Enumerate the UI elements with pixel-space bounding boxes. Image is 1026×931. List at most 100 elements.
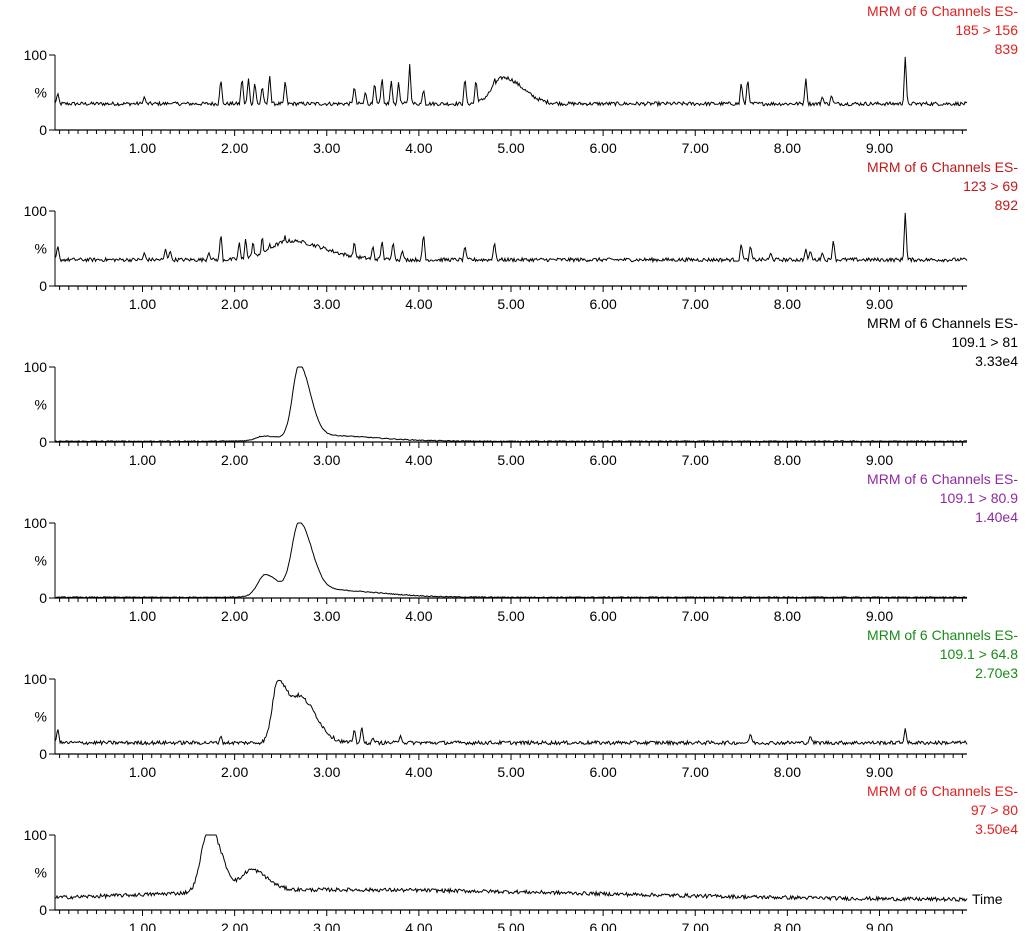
x-tick-label: 4.00 [405,452,432,468]
y-tick-label: 0 [39,746,47,762]
x-tick-label: 7.00 [682,920,709,931]
x-tick-label: 5.00 [497,608,524,624]
x-tick-label: 9.00 [866,452,893,468]
x-tick-label: 6.00 [589,140,616,156]
panel-header-line: 123 > 69 [963,178,1018,194]
x-tick-label: 8.00 [774,764,801,780]
series-trace [55,366,968,443]
x-tick-label: 1.00 [129,140,156,156]
series-trace [54,212,968,264]
series-trace [54,522,968,599]
x-tick-label: 6.00 [589,608,616,624]
x-tick-label: 7.00 [682,608,709,624]
x-tick-label: 2.00 [221,140,248,156]
x-tick-label: 2.00 [221,920,248,931]
x-tick-label: 8.00 [774,296,801,312]
y-tick-label: 100 [24,827,48,843]
x-tick-label: 2.00 [221,296,248,312]
panel-3: MRM of 6 Channels ES- 109.1 > 81 3.33e4 100… [24,315,1019,468]
x-tick-label: 1.00 [129,296,156,312]
x-tick-label: 1.00 [129,764,156,780]
panel-2: MRM of 6 Channels ES- 123 > 69 892 100% 0 1.0… [24,159,1019,312]
panel-5: MRM of 6 Channels ES- 109.1 > 64.8 2.70e3 1… [24,627,1019,780]
panel-header-line: 97 > 80 [971,802,1018,818]
x-tick-label: 8.00 [774,452,801,468]
x-tick-label: 4.00 [405,764,432,780]
panel-6: MRM of 6 Channels ES- 97 > 80 3.50e4 100% 0 1… [24,783,1019,931]
y-tick-label: % [35,85,47,101]
panel-header-line: 3.50e4 [975,821,1018,837]
y-tick-label: 100 [24,359,48,375]
panel-header-line: 185 > 156 [955,22,1018,38]
x-tick-label: 3.00 [313,296,340,312]
x-tick-label: 3.00 [313,608,340,624]
x-tick-label: 4.00 [405,920,432,931]
y-tick-label: % [35,553,47,569]
x-tick-label: 5.00 [497,296,524,312]
y-tick-label: 0 [39,278,47,294]
panel-header-line: 3.33e4 [975,353,1018,369]
x-tick-label: 5.00 [497,140,524,156]
y-tick-label: % [35,241,47,257]
x-tick-label: 9.00 [866,296,893,312]
panel-header-line: 2.70e3 [975,665,1018,681]
x-tick-label: 1.00 [129,452,156,468]
x-tick-label: 7.00 [682,452,709,468]
panel-header-line: MRM of 6 Channels ES- [867,627,1018,643]
x-tick-label: 2.00 [221,608,248,624]
series-trace [55,834,968,903]
x-tick-label: 4.00 [405,296,432,312]
panel-header-line: MRM of 6 Channels ES- [867,315,1018,331]
x-tick-label: 7.00 [682,296,709,312]
x-tick-label: 1.00 [129,920,156,931]
x-tick-label: 3.00 [313,452,340,468]
y-tick-label: 100 [24,515,48,531]
x-tick-label: 4.00 [405,140,432,156]
panel-header-line: 109.1 > 81 [951,334,1018,350]
panel-header-line: 839 [995,41,1019,57]
y-tick-label: % [35,397,47,413]
x-tick-label: 8.00 [774,140,801,156]
x-axis-title: Time [972,891,1003,907]
x-tick-label: 6.00 [589,764,616,780]
x-tick-label: 9.00 [866,608,893,624]
panel-1: MRM of 6 Channels ES- 185 > 156 839 100% 0 1.… [24,3,1019,156]
x-tick-label: 1.00 [129,608,156,624]
y-tick-label: 100 [24,47,48,63]
x-tick-label: 5.00 [497,764,524,780]
x-tick-label: 4.00 [405,608,432,624]
panel-header-line: MRM of 6 Channels ES- [867,471,1018,487]
panel-header-line: 109.1 > 80.9 [940,490,1018,506]
x-tick-label: 9.00 [866,764,893,780]
y-tick-label: 100 [24,671,48,687]
x-tick-label: 8.00 [774,920,801,931]
panel-4: MRM of 6 Channels ES- 109.1 > 80.9 1.40e4 1… [24,471,1019,624]
y-tick-label: 0 [39,590,47,606]
x-tick-label: 2.00 [221,764,248,780]
panel-header-line: 1.40e4 [975,509,1018,525]
x-tick-label: 5.00 [497,920,524,931]
x-tick-label: 9.00 [866,920,893,931]
x-tick-label: 6.00 [589,920,616,931]
x-tick-label: 8.00 [774,608,801,624]
x-tick-label: 7.00 [682,764,709,780]
y-tick-label: % [35,865,47,881]
panel-header-line: MRM of 6 Channels ES- [867,783,1018,799]
series-trace [54,679,968,747]
panel-header-line: 892 [995,197,1019,213]
x-tick-label: 6.00 [589,296,616,312]
series-trace [54,56,968,108]
x-tick-label: 9.00 [866,140,893,156]
x-tick-label: 3.00 [313,920,340,931]
panel-header-line: 109.1 > 64.8 [940,646,1018,662]
y-tick-label: 100 [24,203,48,219]
x-tick-label: 6.00 [589,452,616,468]
y-tick-label: 0 [39,122,47,138]
x-tick-label: 2.00 [221,452,248,468]
x-tick-label: 3.00 [313,140,340,156]
x-tick-label: 3.00 [313,764,340,780]
panel-header-line: MRM of 6 Channels ES- [867,3,1018,19]
x-tick-label: 7.00 [682,140,709,156]
